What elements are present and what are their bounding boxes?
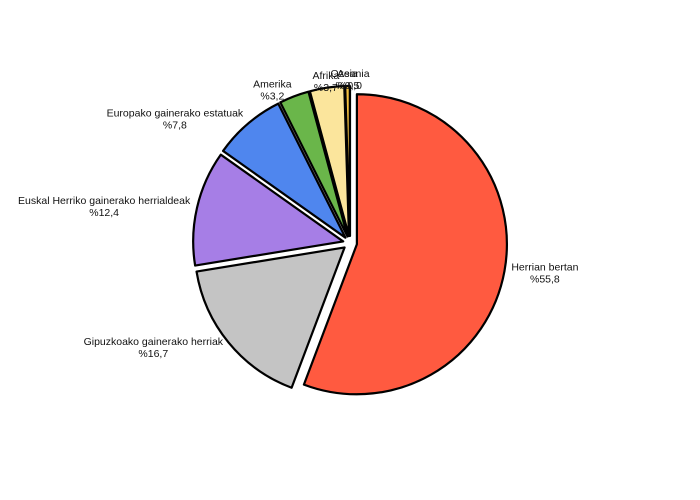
slice-value-3: %7,8 (163, 120, 187, 132)
slices-layer (192, 84, 508, 396)
slice-label-2: Euskal Herriko gainerako herrialdeak (18, 195, 191, 207)
slice-value-7: %0,0 (338, 80, 362, 92)
slice-value-0: %55,8 (530, 273, 560, 285)
slice-label-1: Gipuzkoako gainerako herriak (84, 336, 224, 348)
pie-slice-2 (192, 153, 345, 267)
slice-label-7: Ozeania (330, 68, 369, 80)
slice-value-4: %3,2 (260, 91, 284, 103)
slice-label-5: Afrika (312, 70, 339, 82)
pie-slice-0 (302, 93, 508, 396)
slice-label-6: Asia (337, 68, 358, 80)
slice-value-1: %16,7 (138, 348, 168, 360)
pie-slice-4 (279, 90, 349, 238)
slice-label-0: Herrian bertan (511, 261, 578, 273)
labels-layer: Herrian bertan%55,8 Gipuzkoako gainerako … (18, 68, 579, 360)
slice-label-4: Amerika (253, 79, 292, 91)
slice-value-6: %0,5 (335, 80, 359, 92)
slice-label-3: Europako gainerako estatuak (107, 108, 244, 120)
slice-value-2: %12,4 (89, 207, 119, 219)
pie-slice-3 (221, 102, 347, 239)
pie-slice-1 (195, 246, 346, 389)
slice-value-5: %3,7 (314, 82, 338, 94)
